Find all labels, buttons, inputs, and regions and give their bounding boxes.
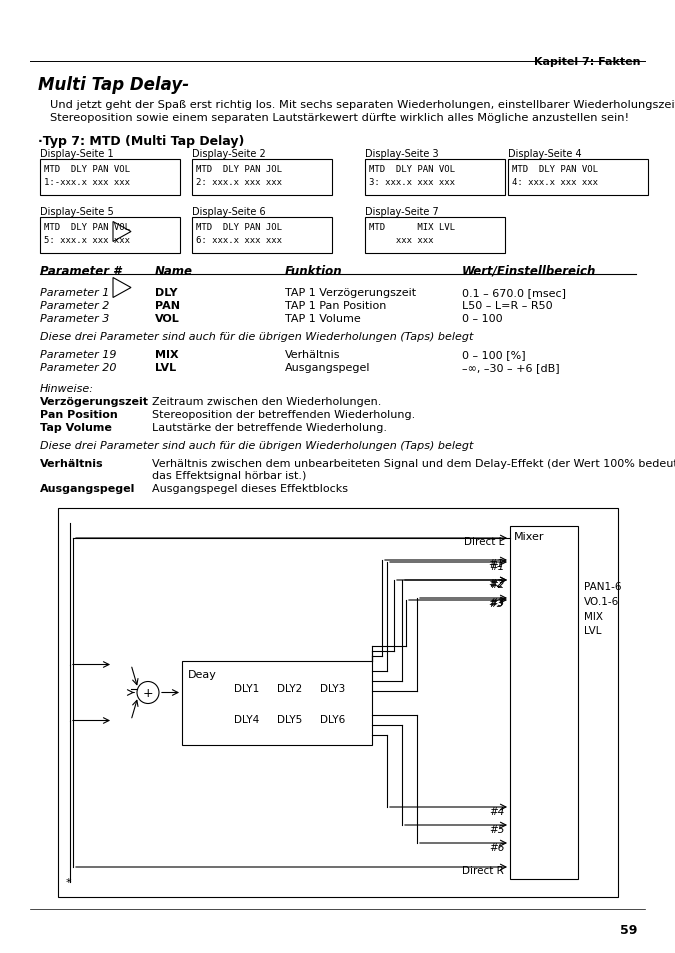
Text: #4: #4 (489, 806, 505, 816)
FancyBboxPatch shape (365, 160, 505, 195)
Text: Parameter 1: Parameter 1 (40, 288, 109, 297)
FancyBboxPatch shape (192, 218, 332, 253)
FancyBboxPatch shape (365, 218, 505, 253)
Text: Lautstärke der betreffende Wiederholung.: Lautstärke der betreffende Wiederholung. (152, 422, 387, 433)
Text: Display-Seite 3: Display-Seite 3 (365, 149, 439, 159)
Text: Display-Seite 5: Display-Seite 5 (40, 207, 114, 216)
FancyBboxPatch shape (40, 160, 180, 195)
Text: #3: #3 (489, 598, 505, 607)
Text: Parameter 20: Parameter 20 (40, 363, 117, 373)
Text: Zeitraum zwischen den Wiederholungen.: Zeitraum zwischen den Wiederholungen. (152, 396, 381, 407)
Text: DLY: DLY (155, 288, 178, 297)
FancyBboxPatch shape (58, 509, 618, 897)
Text: VOL: VOL (155, 314, 180, 324)
Text: #3: #3 (489, 598, 504, 608)
Text: 0.1 – 670.0 [msec]: 0.1 – 670.0 [msec] (462, 288, 566, 297)
Text: DLY3: DLY3 (321, 682, 346, 693)
Text: Verzögerungszeit: Verzögerungszeit (40, 396, 149, 407)
Text: *: * (66, 877, 72, 887)
Text: 0 – 100 [%]: 0 – 100 [%] (462, 350, 526, 359)
Text: Diese drei Parameter sind auch für die übrigen Wiederholungen (Taps) belegt: Diese drei Parameter sind auch für die ü… (40, 440, 473, 451)
Text: LVL: LVL (155, 363, 176, 373)
Text: Display-Seite 4: Display-Seite 4 (508, 149, 582, 159)
Text: Kapitel 7: Fakten: Kapitel 7: Fakten (535, 57, 641, 67)
Text: ·Typ 7: MTD (Multi Tap Delay): ·Typ 7: MTD (Multi Tap Delay) (38, 135, 244, 148)
Text: Hinweise:: Hinweise: (40, 384, 94, 394)
FancyBboxPatch shape (182, 660, 372, 744)
Text: 2: xxx.x xxx xxx: 2: xxx.x xxx xxx (196, 178, 282, 187)
Text: Ausgangspegel dieses Effektblocks: Ausgangspegel dieses Effektblocks (152, 483, 348, 494)
Text: Display-Seite 6: Display-Seite 6 (192, 207, 266, 216)
Text: 6: xxx.x xxx xxx: 6: xxx.x xxx xxx (196, 235, 282, 245)
Text: Wert/Einstellbereich: Wert/Einstellbereich (462, 265, 597, 277)
Text: Deay: Deay (188, 669, 217, 679)
FancyBboxPatch shape (192, 160, 332, 195)
Text: Display-Seite 2: Display-Seite 2 (192, 149, 266, 159)
Text: Direct L: Direct L (464, 537, 504, 546)
Text: 1:-xxx.x xxx xxx: 1:-xxx.x xxx xxx (44, 178, 130, 187)
Text: Stereoposition der betreffenden Wiederholung.: Stereoposition der betreffenden Wiederho… (152, 410, 415, 419)
Text: Multi Tap Delay-: Multi Tap Delay- (38, 76, 189, 94)
Text: DLY6: DLY6 (321, 715, 346, 724)
Text: Pan Position: Pan Position (40, 410, 117, 419)
Text: 0 – 100: 0 – 100 (462, 314, 503, 324)
Text: Stereoposition sowie einem separaten Lautstärkewert dürfte wirklich alles Möglic: Stereoposition sowie einem separaten Lau… (50, 112, 629, 123)
Text: #2: #2 (489, 579, 505, 589)
Text: Tap Volume: Tap Volume (40, 422, 112, 433)
Text: 4: xxx.x xxx xxx: 4: xxx.x xxx xxx (512, 178, 598, 187)
FancyBboxPatch shape (40, 218, 180, 253)
Text: Verhältnis zwischen dem unbearbeiteten Signal und dem Delay-Effekt (der Wert 100: Verhältnis zwischen dem unbearbeiteten S… (152, 458, 675, 469)
Text: Verhältnis: Verhältnis (285, 350, 340, 359)
Text: 3: xxx.x xxx xxx: 3: xxx.x xxx xxx (369, 178, 455, 187)
FancyBboxPatch shape (510, 526, 578, 879)
Text: TAP 1 Volume: TAP 1 Volume (285, 314, 360, 324)
Text: +: + (142, 686, 153, 700)
Text: 59: 59 (620, 923, 637, 936)
Text: MTD      MIX LVL: MTD MIX LVL (369, 223, 455, 232)
Text: DLY4: DLY4 (234, 715, 260, 724)
Text: Funktion: Funktion (285, 265, 343, 277)
Text: Und jetzt geht der Spaß erst richtig los. Mit sechs separaten Wiederholungen, ei: Und jetzt geht der Spaß erst richtig los… (50, 100, 675, 110)
Text: MTD  DLY PAN JOL: MTD DLY PAN JOL (196, 223, 282, 232)
Text: Name: Name (155, 265, 193, 277)
Text: MTD  DLY PAN JOL: MTD DLY PAN JOL (196, 165, 282, 173)
Text: Parameter 2: Parameter 2 (40, 301, 109, 311)
Text: TAP 1 Pan Position: TAP 1 Pan Position (285, 301, 386, 311)
Text: Ausgangspegel: Ausgangspegel (285, 363, 371, 373)
Text: –∞, –30 – +6 [dB]: –∞, –30 – +6 [dB] (462, 363, 560, 373)
Text: MIX: MIX (155, 350, 179, 359)
Text: #6: #6 (489, 842, 505, 852)
Text: #1: #1 (489, 561, 505, 572)
Text: MTD  DLY PAN VOL: MTD DLY PAN VOL (369, 165, 455, 173)
Text: xxx xxx: xxx xxx (369, 235, 433, 245)
Text: Parameter #: Parameter # (40, 265, 122, 277)
Text: das Effektsignal hörbar ist.): das Effektsignal hörbar ist.) (152, 471, 306, 480)
Text: DLY5: DLY5 (277, 715, 302, 724)
Text: 5: xxx.x xxx xxx: 5: xxx.x xxx xxx (44, 235, 130, 245)
Text: MTD  DLY PAN VOL: MTD DLY PAN VOL (44, 165, 130, 173)
FancyBboxPatch shape (508, 160, 648, 195)
Text: MTD  DLY PAN VOL: MTD DLY PAN VOL (44, 223, 130, 232)
Text: DLY2: DLY2 (277, 682, 302, 693)
Text: MTD  DLY PAN VOL: MTD DLY PAN VOL (512, 165, 598, 173)
Text: Display-Seite 1: Display-Seite 1 (40, 149, 113, 159)
Text: Parameter 19: Parameter 19 (40, 350, 117, 359)
Text: L50 – L=R – R50: L50 – L=R – R50 (462, 301, 553, 311)
Text: #2: #2 (489, 578, 504, 588)
Text: TAP 1 Verzögerungszeit: TAP 1 Verzögerungszeit (285, 288, 416, 297)
Text: PAN: PAN (155, 301, 180, 311)
Text: #5: #5 (489, 824, 505, 834)
Text: DLY1: DLY1 (234, 682, 260, 693)
Text: Mixer: Mixer (514, 532, 545, 541)
Text: Display-Seite 7: Display-Seite 7 (365, 207, 439, 216)
Text: #1: #1 (489, 558, 504, 568)
Text: Parameter 3: Parameter 3 (40, 314, 109, 324)
Text: Direct R: Direct R (462, 865, 504, 875)
Text: Ausgangspegel: Ausgangspegel (40, 483, 136, 494)
Text: Verhältnis: Verhältnis (40, 458, 104, 469)
Text: Diese drei Parameter sind auch für die übrigen Wiederholungen (Taps) belegt: Diese drei Parameter sind auch für die ü… (40, 332, 473, 341)
Text: PAN1-6
VO.1-6
MIX
LVL: PAN1-6 VO.1-6 MIX LVL (584, 581, 622, 636)
